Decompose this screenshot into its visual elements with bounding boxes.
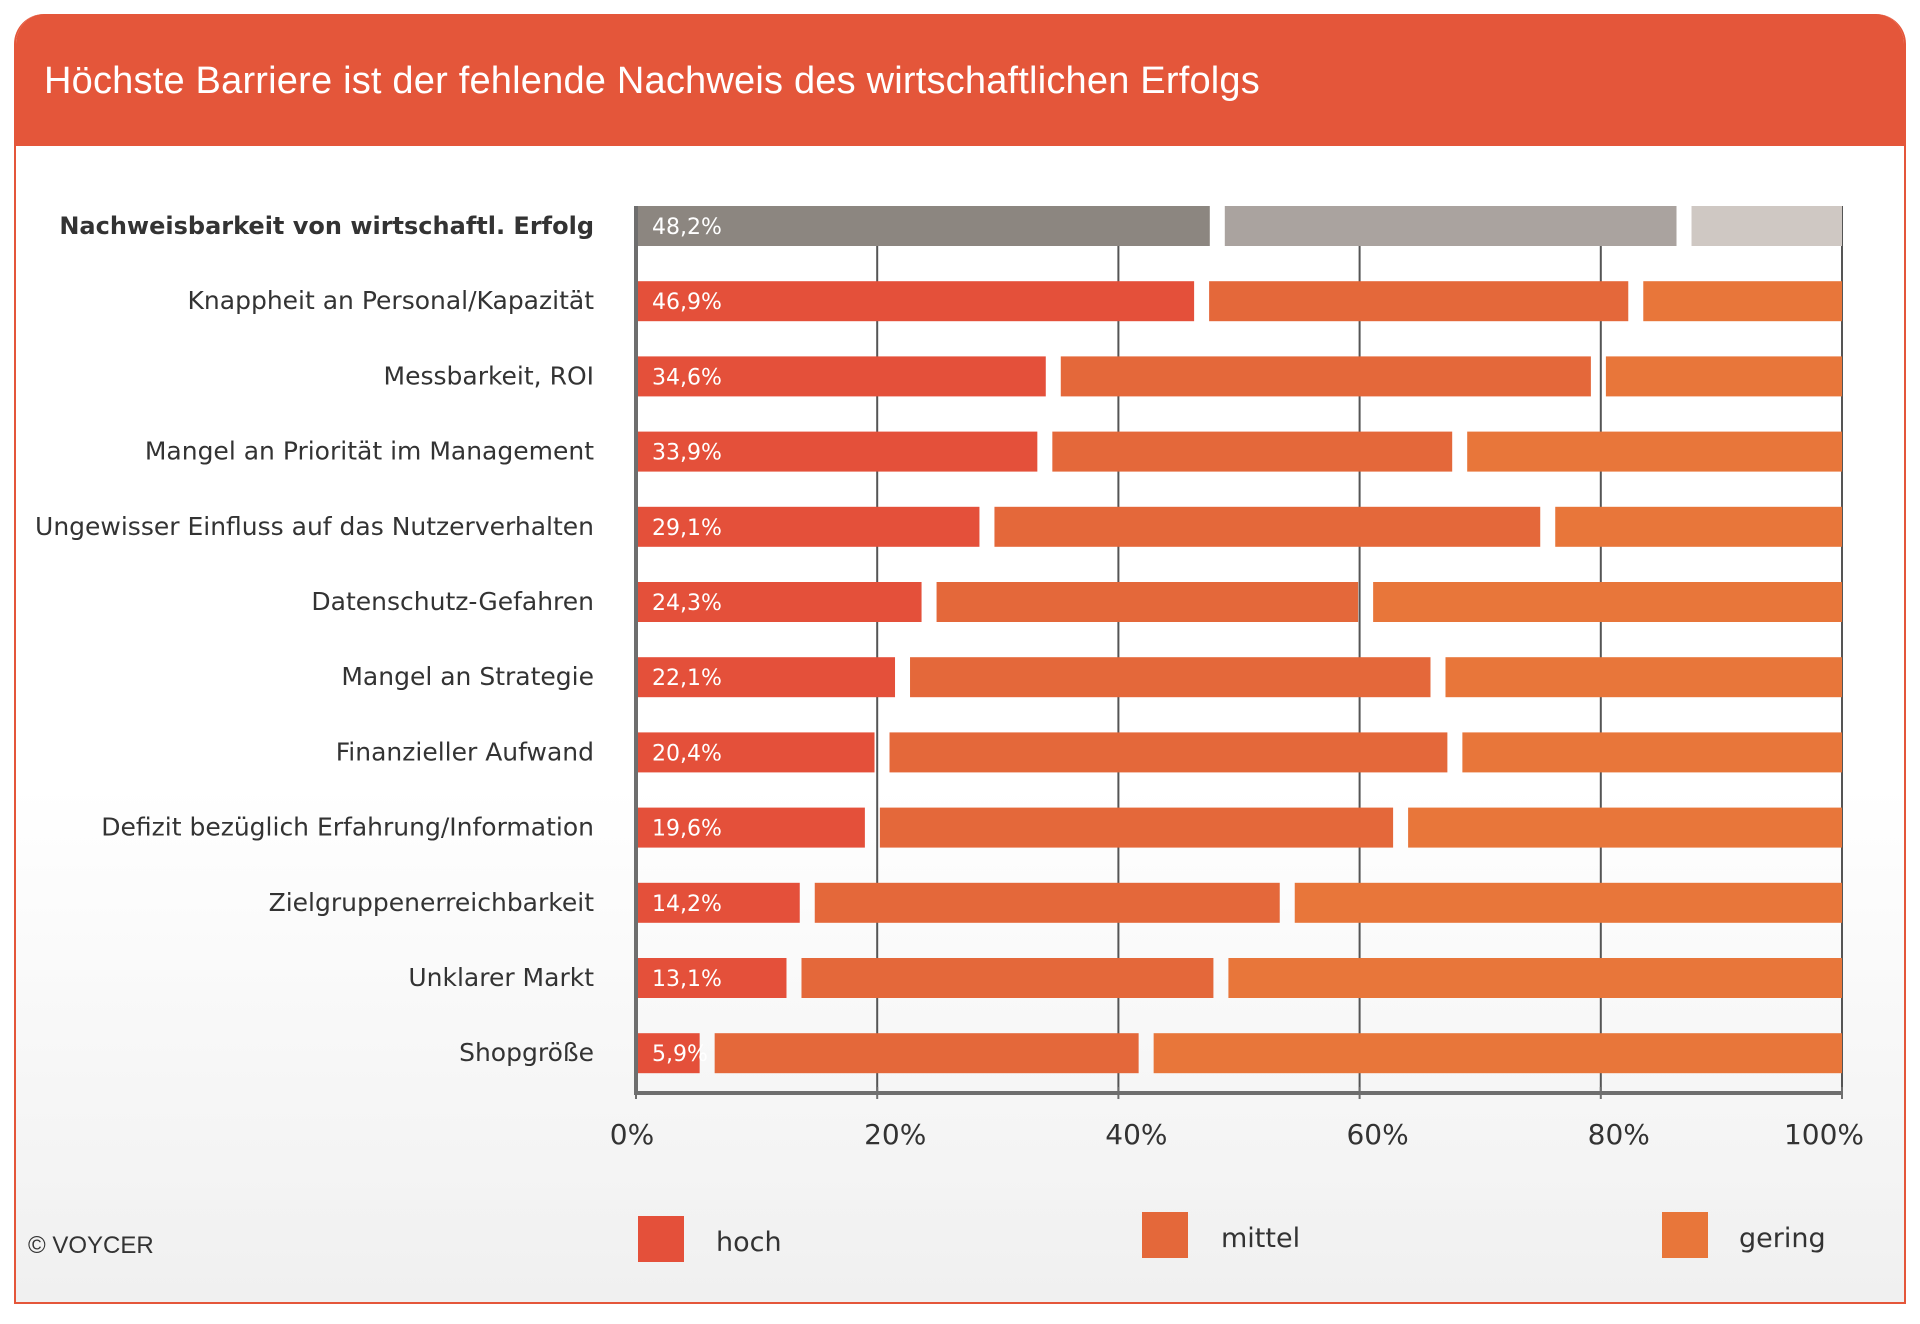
- legend-label-hoch: hoch: [716, 1227, 782, 1258]
- bar-hoch: [636, 958, 787, 998]
- x-tick-label: 20%: [864, 1118, 926, 1151]
- category-label: Knappheit an Personal/Kapazität: [188, 286, 595, 315]
- bar-mittel: [1224, 206, 1677, 246]
- data-label: 29,1%: [652, 516, 722, 541]
- bar-gering: [1373, 582, 1842, 622]
- category-label: Messbarkeit, ROI: [384, 361, 595, 390]
- bar-gering: [1555, 506, 1842, 547]
- bar-gering: [1408, 807, 1842, 848]
- bar-mittel: [814, 882, 1280, 923]
- data-label: 20,4%: [652, 741, 722, 766]
- bar-hoch: [636, 807, 865, 848]
- legend-label-mittel: mittel: [1221, 1223, 1300, 1254]
- bar-hoch: [636, 506, 980, 547]
- bar-gering: [1153, 1033, 1842, 1074]
- bar-gering: [1467, 431, 1842, 472]
- bar-mittel: [936, 582, 1359, 622]
- data-label: 24,3%: [652, 591, 722, 616]
- bar-gering: [1643, 281, 1842, 322]
- category-label: Ungewisser Einfluss auf das Nutzerverhal…: [35, 512, 594, 541]
- bar-hoch: [636, 281, 1195, 322]
- category-label: Mangel an Priorität im Management: [145, 437, 594, 466]
- bar-hoch: [636, 431, 1038, 472]
- bar-mittel: [1052, 431, 1453, 472]
- x-tick-label: 40%: [1105, 1118, 1167, 1151]
- data-label: 34,6%: [652, 365, 722, 390]
- bar-gering: [1605, 356, 1842, 397]
- bar-mittel: [714, 1033, 1139, 1074]
- x-tick-label: 0%: [610, 1118, 654, 1151]
- category-label: Datenschutz-Gefahren: [311, 587, 594, 616]
- bar-mittel: [994, 506, 1541, 547]
- category-label: Mangel an Strategie: [341, 662, 594, 691]
- x-tick-label: 60%: [1346, 1118, 1408, 1151]
- bar-hoch: [636, 582, 922, 622]
- bar-hoch: [636, 657, 896, 698]
- data-label: 33,9%: [652, 441, 722, 466]
- data-label: 19,6%: [652, 817, 722, 842]
- category-label: Unklarer Markt: [408, 963, 594, 992]
- data-label: 22,1%: [652, 666, 722, 691]
- data-label: 14,2%: [652, 892, 722, 917]
- chart-title: Höchste Barriere ist der fehlende Nachwe…: [44, 60, 1260, 102]
- bar-mittel: [889, 732, 1448, 773]
- bar-gering: [1228, 958, 1842, 998]
- bar-mittel: [1209, 281, 1629, 322]
- x-tick-label: 100%: [1784, 1118, 1864, 1151]
- header-banner: Höchste Barriere ist der fehlende Nachwe…: [16, 14, 1904, 146]
- category-label: Defizit bezüglich Erfahrung/Information: [101, 813, 594, 842]
- copyright-label: © VOYCER: [28, 1232, 154, 1259]
- bar-mittel: [879, 807, 1394, 848]
- bar-gering: [1294, 882, 1842, 923]
- data-label: 48,2%: [652, 215, 722, 240]
- bar-gering: [1691, 206, 1842, 246]
- bar-hoch: [636, 206, 1210, 246]
- legend-label-gering: gering: [1739, 1223, 1826, 1254]
- category-label: Shopgröße: [459, 1038, 594, 1067]
- bar-mittel: [801, 958, 1214, 998]
- legend-swatch-hoch: [638, 1216, 684, 1262]
- data-label: 13,1%: [652, 967, 722, 992]
- bar-hoch: [636, 356, 1046, 397]
- category-label: Finanzieller Aufwand: [336, 737, 594, 766]
- data-label: 46,9%: [652, 290, 722, 315]
- legend-swatch-gering: [1662, 1212, 1708, 1258]
- bar-mittel: [1060, 356, 1591, 397]
- bar-hoch: [636, 732, 875, 773]
- bar-gering: [1462, 732, 1842, 773]
- category-label: Nachweisbarkeit von wirtschaftl. Erfolg: [59, 212, 594, 240]
- bar-hoch: [636, 882, 800, 923]
- category-label: Zielgruppenerreichbarkeit: [269, 888, 595, 917]
- bar-gering: [1445, 657, 1842, 698]
- legend-swatch-mittel: [1142, 1212, 1188, 1258]
- bar-hoch: [636, 1033, 700, 1074]
- bar-mittel: [910, 657, 1431, 698]
- data-label: 5,9%: [652, 1042, 708, 1067]
- x-tick-label: 80%: [1588, 1118, 1650, 1151]
